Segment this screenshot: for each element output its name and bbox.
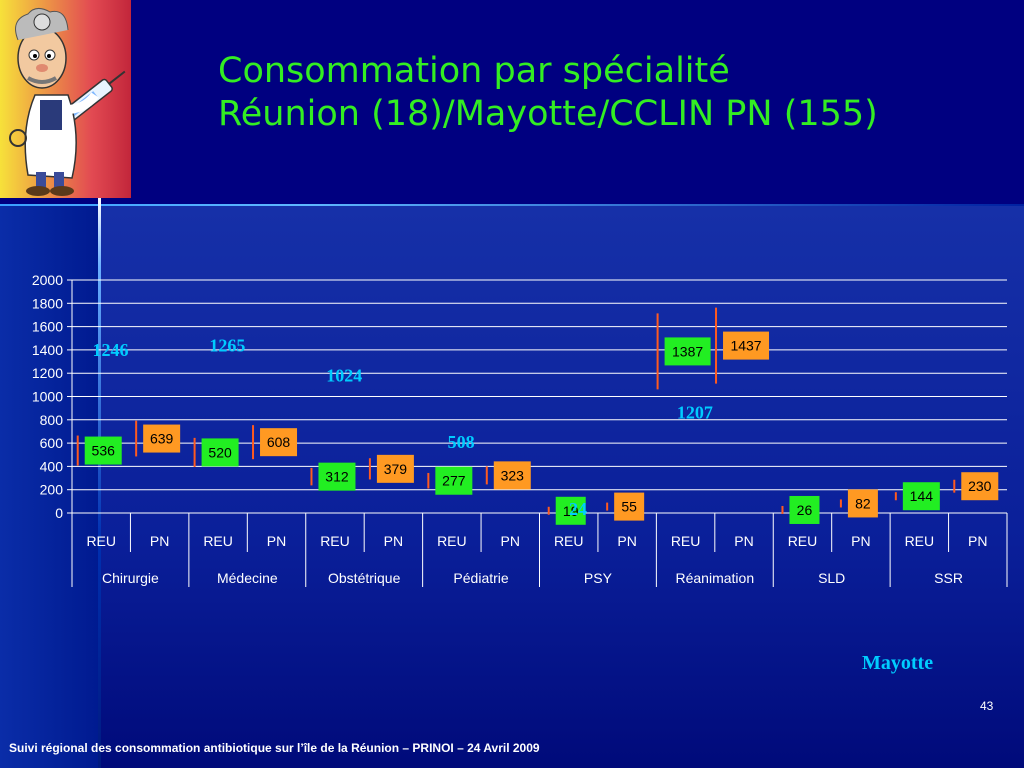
y-tick-label: 1600: [32, 319, 63, 335]
mayotte-value-label: 1265: [209, 336, 245, 356]
y-tick-label: 1200: [32, 365, 63, 381]
reu-value-label: 536: [92, 443, 116, 459]
y-tick-label: 0: [55, 505, 63, 521]
x-category-label: PSY: [584, 570, 613, 586]
mayotte-value-label: 1246: [92, 340, 128, 360]
y-tick-label: 1000: [32, 389, 63, 405]
mayotte-value-label: 508: [448, 432, 475, 452]
reu-value-box: [789, 495, 820, 524]
left-panel: [0, 205, 100, 768]
pn-value-label: 230: [968, 478, 992, 494]
pn-value-box: [493, 461, 531, 490]
pn-value-box: [847, 489, 878, 518]
x-subcategory-label: REU: [86, 533, 116, 549]
x-subcategory-label: REU: [203, 533, 233, 549]
x-category-label: SLD: [818, 570, 845, 586]
x-subcategory-label: PN: [384, 533, 403, 549]
vertical-divider: [98, 198, 101, 768]
horizontal-divider: [0, 204, 1024, 206]
x-subcategory-label: PN: [851, 533, 870, 549]
x-subcategory-label: PN: [617, 533, 636, 549]
reu-value-box: [318, 462, 356, 491]
y-tick-label: 800: [40, 412, 64, 428]
title-line-2: Réunion (18)/Mayotte/CCLIN PN (155): [218, 94, 878, 134]
x-subcategory-label: REU: [671, 533, 701, 549]
reu-value-label: 277: [442, 473, 466, 489]
x-subcategory-label: PN: [267, 533, 286, 549]
x-subcategory-label: PN: [501, 533, 520, 549]
x-category-label: Pédiatrie: [453, 570, 508, 586]
mayotte-value-label: 24: [569, 499, 587, 519]
pn-value-label: 82: [855, 495, 871, 511]
reu-value-label: 312: [325, 469, 349, 485]
chart-panel: [100, 205, 1024, 768]
x-subcategory-label: REU: [437, 533, 467, 549]
reu-value-box: [555, 496, 586, 525]
page-number: 43: [980, 699, 994, 713]
x-subcategory-label: PN: [150, 533, 169, 549]
x-subcategory-label: REU: [320, 533, 350, 549]
pn-value-label: 323: [501, 467, 525, 483]
x-subcategory-label: REU: [554, 533, 584, 549]
x-category-label: Chirurgie: [102, 570, 159, 586]
x-category-label: Réanimation: [676, 570, 755, 586]
mayotte-value-label: 1207: [677, 402, 713, 422]
x-category-label: Obstétrique: [328, 570, 401, 586]
reu-value-box: [84, 436, 122, 465]
x-subcategory-label: PN: [734, 533, 753, 549]
x-subcategory-label: REU: [788, 533, 818, 549]
x-subcategory-label: PN: [968, 533, 987, 549]
pn-value-label: 379: [384, 461, 408, 477]
reu-value-box: [435, 466, 473, 495]
mayotte-value-label: 1024: [326, 366, 362, 386]
title-line-1: Consommation par spécialité: [218, 51, 730, 91]
y-tick-label: 1400: [32, 342, 63, 358]
x-category-label: Médecine: [217, 570, 278, 586]
x-category-label: SSR: [934, 570, 963, 586]
reu-value-box: [664, 337, 711, 366]
pn-value-box: [376, 454, 414, 483]
reu-value-label: 520: [208, 444, 232, 460]
reu-value-box: [902, 482, 940, 511]
title-band: [0, 0, 1024, 205]
y-tick-label: 600: [40, 435, 64, 451]
mayotte-label: Mayotte: [862, 652, 934, 674]
x-subcategory-label: REU: [905, 533, 935, 549]
pn-value-label: 639: [150, 431, 174, 447]
pn-value-box: [614, 492, 645, 521]
doctor-with-syringe-icon: [0, 0, 131, 198]
reu-value-label: 144: [910, 488, 934, 504]
slide-title: Consommation par spécialité Réunion (18)…: [218, 50, 1008, 136]
y-tick-label: 200: [40, 482, 64, 498]
y-tick-label: 2000: [32, 272, 63, 288]
y-tick-label: 1800: [32, 295, 63, 311]
pn-value-box: [143, 424, 181, 453]
y-tick-label: 400: [40, 458, 64, 474]
footer-text: Suivi régional des consommation antibiot…: [9, 741, 540, 755]
reu-value-label: 1387: [672, 343, 703, 359]
pn-value-label: 608: [267, 434, 291, 450]
reu-value-box: [201, 438, 239, 467]
pn-value-box: [723, 331, 770, 360]
reu-value-label: 19: [563, 503, 579, 519]
pn-value-box: [260, 428, 298, 457]
pn-value-box: [961, 472, 999, 501]
pn-value-label: 55: [621, 499, 637, 515]
pn-value-label: 1437: [730, 338, 761, 354]
reu-value-label: 26: [797, 502, 813, 518]
